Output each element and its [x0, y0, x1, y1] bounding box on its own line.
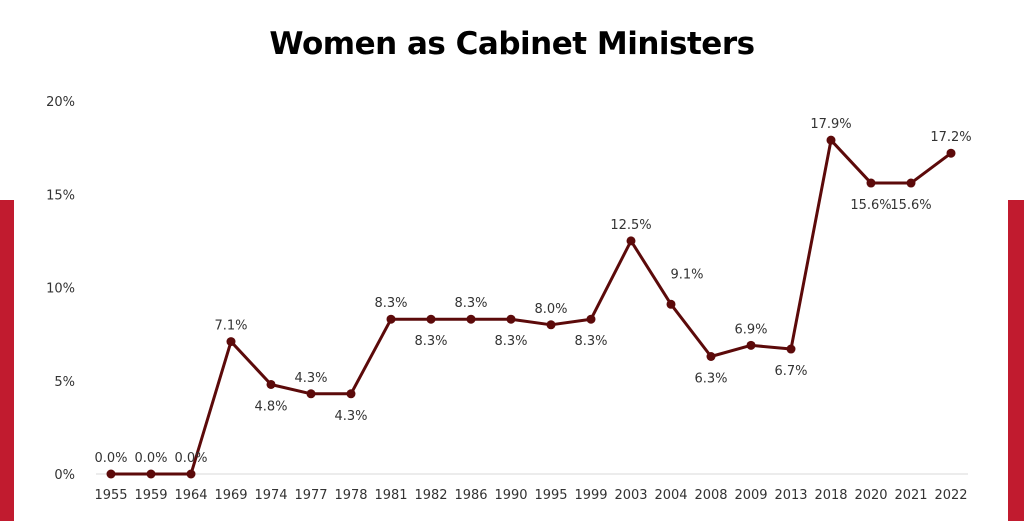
data-label: 4.3%	[334, 409, 367, 424]
data-point	[626, 236, 636, 246]
series-line	[111, 138, 952, 476]
data-label: 12.5%	[610, 218, 651, 233]
data-label: 0.0%	[134, 451, 167, 466]
data-point	[786, 344, 796, 354]
x-tick-label: 1959	[134, 488, 167, 503]
data-point	[106, 469, 116, 479]
data-label: 15.6%	[890, 198, 931, 213]
data-point	[906, 178, 916, 188]
data-point	[346, 389, 356, 399]
x-tick-label: 2022	[934, 488, 967, 503]
left-accent-bar	[0, 200, 14, 521]
data-point	[586, 314, 596, 324]
x-tick-label: 1978	[334, 488, 367, 503]
x-tick-label: 1986	[454, 488, 487, 503]
x-tick-label: 1999	[574, 488, 607, 503]
data-label: 8.3%	[414, 334, 447, 349]
data-point	[866, 178, 876, 188]
data-point	[386, 314, 396, 324]
y-tick-label: 10%	[46, 282, 75, 297]
data-point	[826, 135, 836, 145]
y-tick-label: 15%	[46, 188, 75, 203]
x-tick-label: 2018	[814, 488, 847, 503]
x-tick-label: 2013	[774, 488, 807, 503]
data-point	[306, 389, 316, 399]
data-label: 8.3%	[574, 334, 607, 349]
x-tick-label: 1969	[214, 488, 247, 503]
data-label: 8.0%	[534, 302, 567, 317]
right-accent-bar	[1008, 200, 1024, 521]
y-tick-label: 0%	[54, 468, 75, 483]
data-label: 6.3%	[694, 372, 727, 387]
data-point	[546, 320, 556, 330]
x-tick-label: 2021	[894, 488, 927, 503]
data-label: 8.3%	[454, 296, 487, 311]
data-point	[226, 337, 236, 347]
x-tick-label: 1964	[174, 488, 207, 503]
data-point	[146, 469, 156, 479]
x-tick-label: 1990	[494, 488, 527, 503]
data-point	[266, 379, 276, 389]
data-label: 8.3%	[494, 334, 527, 349]
data-point	[186, 469, 196, 479]
y-tick-label: 5%	[54, 375, 75, 390]
x-tick-label: 2020	[854, 488, 887, 503]
data-label: 7.1%	[214, 319, 247, 334]
data-label: 6.7%	[774, 364, 807, 379]
data-label: 4.8%	[254, 399, 287, 414]
y-tick-label: 20%	[46, 95, 75, 110]
data-label: 17.9%	[810, 117, 851, 132]
data-point	[746, 340, 756, 350]
data-point	[946, 148, 956, 158]
data-label: 6.9%	[734, 322, 767, 337]
data-label: 0.0%	[174, 451, 207, 466]
x-tick-label: 1974	[254, 488, 287, 503]
data-label: 4.3%	[294, 371, 327, 386]
data-label: 17.2%	[930, 130, 971, 145]
data-label: 8.3%	[374, 296, 407, 311]
data-label: 15.6%	[850, 198, 891, 213]
data-point	[666, 299, 676, 309]
x-tick-label: 2003	[614, 488, 647, 503]
x-tick-label: 1977	[294, 488, 327, 503]
x-tick-label: 1995	[534, 488, 567, 503]
data-point	[506, 314, 516, 324]
chart-title: Women as Cabinet Ministers	[269, 26, 755, 62]
data-label: 0.0%	[94, 451, 127, 466]
x-tick-label: 2009	[734, 488, 767, 503]
data-point	[426, 314, 436, 324]
x-tick-label: 2008	[694, 488, 727, 503]
x-tick-label: 1982	[414, 488, 447, 503]
x-tick-label: 2004	[654, 488, 687, 503]
data-point	[706, 352, 716, 362]
x-tick-label: 1955	[94, 488, 127, 503]
data-point	[466, 314, 476, 324]
x-tick-label: 1981	[374, 488, 407, 503]
data-label: 9.1%	[670, 267, 703, 282]
